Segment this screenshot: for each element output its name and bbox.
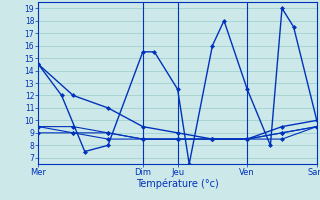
X-axis label: Température (°c): Température (°c)	[136, 179, 219, 189]
